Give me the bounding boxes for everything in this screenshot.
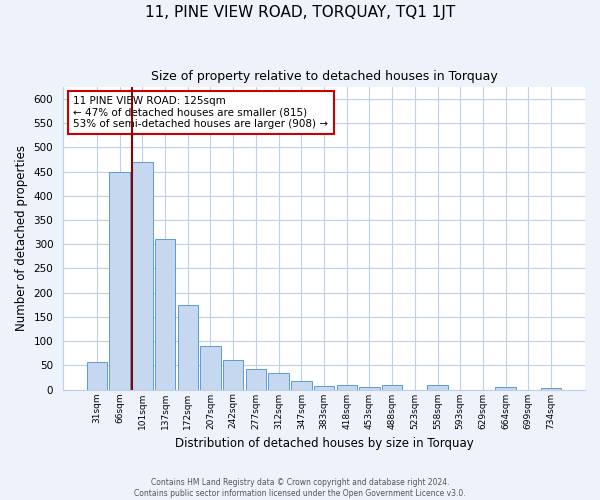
Bar bbox=[427, 384, 448, 390]
Y-axis label: Number of detached properties: Number of detached properties bbox=[15, 145, 28, 331]
Bar bbox=[87, 362, 107, 390]
Text: Contains HM Land Registry data © Crown copyright and database right 2024.
Contai: Contains HM Land Registry data © Crown c… bbox=[134, 478, 466, 498]
Bar bbox=[155, 240, 175, 390]
X-axis label: Distribution of detached houses by size in Torquay: Distribution of detached houses by size … bbox=[175, 437, 473, 450]
Bar bbox=[132, 162, 152, 390]
Bar bbox=[382, 384, 403, 390]
Bar bbox=[223, 360, 244, 390]
Bar bbox=[245, 368, 266, 390]
Bar bbox=[359, 387, 380, 390]
Bar bbox=[541, 388, 561, 390]
Text: 11, PINE VIEW ROAD, TORQUAY, TQ1 1JT: 11, PINE VIEW ROAD, TORQUAY, TQ1 1JT bbox=[145, 5, 455, 20]
Bar bbox=[496, 387, 516, 390]
Bar bbox=[291, 382, 311, 390]
Bar bbox=[314, 386, 334, 390]
Bar bbox=[337, 384, 357, 390]
Title: Size of property relative to detached houses in Torquay: Size of property relative to detached ho… bbox=[151, 70, 497, 83]
Text: 11 PINE VIEW ROAD: 125sqm
← 47% of detached houses are smaller (815)
53% of semi: 11 PINE VIEW ROAD: 125sqm ← 47% of detac… bbox=[73, 96, 328, 129]
Bar bbox=[178, 305, 198, 390]
Bar bbox=[200, 346, 221, 390]
Bar bbox=[268, 372, 289, 390]
Bar bbox=[109, 172, 130, 390]
